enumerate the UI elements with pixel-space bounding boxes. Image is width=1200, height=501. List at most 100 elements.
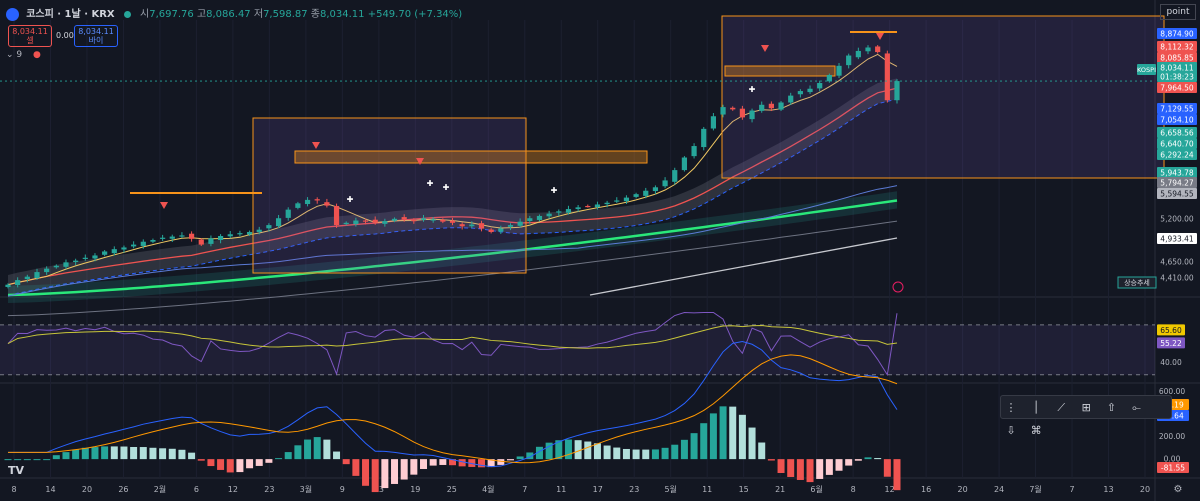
drag-handle-icon[interactable]: ⋮ [1005,401,1017,414]
macd-histogram-bar [168,448,176,460]
pattern-icon[interactable]: ⌘ [1030,424,1042,437]
candle-body [150,240,156,242]
candle-body [131,244,137,247]
x-tick-label: 3월 [300,484,312,494]
price-axis-tag [1157,138,1197,149]
candle-body [527,218,533,221]
candle-body [575,207,581,210]
buy-button[interactable]: 8,034.11 바이 [74,25,118,47]
candle-body [585,205,591,208]
candle-body [102,251,108,255]
candle-body [846,55,852,66]
macd-histogram-bar [333,451,341,460]
macd-histogram-bar [313,437,321,460]
x-tick-label: 13 [1103,485,1113,494]
candle-body [643,190,649,196]
indicator-toggle[interactable]: ⌄ 9 ● [6,50,41,60]
price-axis-tag [1157,62,1197,73]
x-tick-label: 20 [957,485,967,494]
ohlc-high: 8,086.47 [206,9,251,20]
x-tick-label: 2월 [154,484,166,494]
x-tick-label: 4월 [482,484,494,494]
price-axis-label: 8,085.85 [1160,54,1194,63]
trend-line-icon[interactable]: ⟋ [1057,401,1066,414]
x-tick-label: 11 [556,485,566,494]
candle-body [5,284,11,287]
spread-value: 0.00 [56,31,74,40]
symbol-title[interactable]: 코스피 · 1날 · KRX [26,9,115,20]
symbol-legend: 코스피 · 1날 · KRX 시7,697.76 고8,086.47 저7,59… [6,5,462,21]
price-axis-tag [1157,82,1197,93]
macd-histogram-bar [439,459,447,465]
candle-body [449,220,456,223]
candle-body [140,241,146,246]
price-axis-tag [1157,28,1197,39]
arrow-up-icon[interactable]: ⇧ [1106,401,1116,414]
macd-histogram-bar [178,449,186,460]
macd-histogram-bar [816,459,824,479]
resistance-zone [724,65,836,77]
macd-histogram-bar [410,459,418,475]
horizontal-ray-icon[interactable]: ⟜ [1132,401,1141,414]
point-button[interactable]: point [1160,4,1196,20]
candle-body [691,146,697,157]
price-axis-tag [1157,103,1197,114]
range-box [721,15,1165,179]
x-tick-label: 23 [629,485,639,494]
candle-body [198,239,204,245]
price-axis-label: 6,640.70 [1160,140,1194,149]
candle-body [111,249,117,254]
candle-body [382,221,388,224]
price-axis-label: 4,650.00 [1160,258,1194,267]
candle-body [778,102,784,110]
candle-body [894,81,900,101]
ohlc-open: 7,697.76 [149,9,194,20]
candle-body [411,220,417,222]
macd-histogram-bar [23,459,31,461]
x-tick-label: 16 [921,485,931,494]
macd-histogram-bar [777,459,785,473]
macd-histogram-bar [362,459,370,486]
macd-histogram-bar [584,441,592,460]
trend-badge [1117,276,1157,289]
buy-signal-icon: ✚ [443,183,450,192]
bollinger-band [8,78,897,296]
macd-histogram-bar [246,459,254,469]
macd-histogram-bar [738,414,746,460]
alert-icon[interactable]: ● [33,50,41,60]
price-axis-tag [1157,52,1197,63]
candle-body [556,211,562,213]
vertical-line-icon[interactable]: │ [1032,401,1040,414]
rsi-background [0,324,1155,375]
macd-histogram-bar [854,459,862,461]
candle-body [227,234,233,237]
candle-body [469,224,475,227]
ohlc-change: +549.70 (+7.34%) [367,9,463,20]
macd-histogram-bar [806,459,814,483]
sell-signal-icon [761,45,769,52]
macd-histogram-bar [526,452,534,460]
candle-body [343,222,349,225]
macd-histogram-bar [207,459,215,467]
macd-histogram-bar [236,459,244,473]
macd-histogram-bar [487,459,495,468]
x-tick-label: 6 [194,485,199,494]
crosshair-box-icon[interactable]: ⊞ [1081,401,1091,414]
macd-axis-tag [1157,462,1189,473]
macd-histogram-bar [304,439,312,460]
macd-histogram-bar [52,455,60,460]
macd-histogram-bar [632,449,640,460]
macd-histogram-bar [429,459,437,466]
x-tick-label: 23 [264,485,274,494]
market-status-icon [123,10,131,18]
candle-body [546,213,552,217]
price-axis-label: 4,410.00 [1160,274,1194,283]
sell-button[interactable]: 8,034.11 셀 [8,25,52,47]
settings-gear-icon: ⚙ [1174,484,1183,495]
arrow-down-icon[interactable]: ⇩ [1006,424,1016,437]
macd-histogram-bar [197,459,205,461]
x-tick-label: 20 [1140,485,1150,494]
macd-histogram-bar [680,439,688,460]
candle-body [623,197,630,202]
